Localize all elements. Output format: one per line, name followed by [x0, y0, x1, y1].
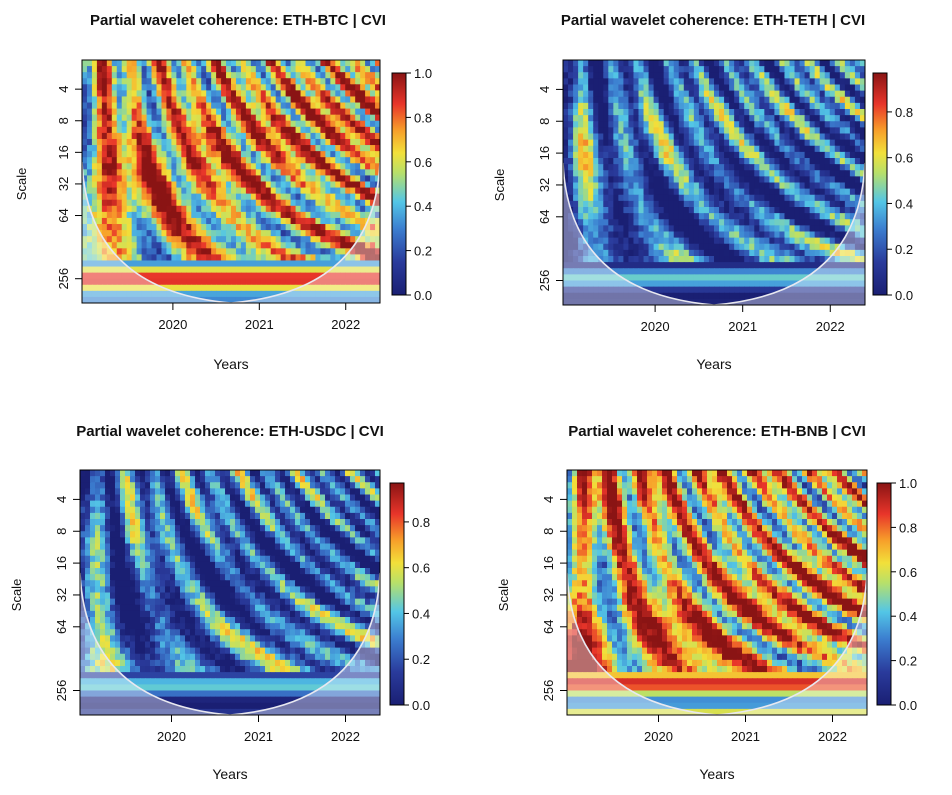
colorbar-tick-label: 0.6 [895, 151, 913, 166]
colorbar-tick-label: 0.0 [412, 698, 430, 713]
cone-of-influence-shade [80, 572, 380, 715]
y-tick-label: 64 [541, 620, 556, 634]
colorbar-tick-label: 0.2 [414, 244, 432, 259]
y-tick-label: 4 [54, 496, 69, 503]
colorbar-tick-label: 0.8 [412, 515, 430, 530]
x-tick-label: 2022 [331, 317, 360, 332]
y-axis-label: Scale [14, 168, 29, 201]
y-tick-label: 64 [537, 210, 552, 224]
y-axis-label: Scale [9, 579, 24, 612]
y-tick-label: 16 [537, 146, 552, 160]
x-tick-label: 2022 [331, 729, 360, 744]
coherence-heatmap [82, 60, 380, 303]
x-tick-label: 2020 [158, 317, 187, 332]
colorbar-tick-label: 1.0 [899, 476, 917, 491]
chart-title: Partial wavelet coherence: ETH-BTC | CVI [90, 12, 386, 29]
colorbar-tick-label: 0.0 [414, 288, 432, 303]
chart-panel-2: Partial wavelet coherence: ETH-TETH | CV… [492, 12, 913, 372]
y-tick-label: 32 [541, 588, 556, 602]
y-tick-label: 256 [56, 268, 71, 290]
colorbar [876, 482, 892, 706]
colorbar-tick-label: 0.6 [899, 565, 917, 580]
colorbar-tick-label: 0.4 [899, 609, 917, 624]
x-tick-label: 2021 [244, 729, 273, 744]
y-tick-label: 32 [54, 588, 69, 602]
y-tick-label: 64 [56, 208, 71, 222]
colorbar-tick-label: 0.8 [414, 110, 432, 125]
chart-panel-1: Partial wavelet coherence: ETH-BTC | CVI… [14, 12, 432, 372]
y-tick-label: 4 [537, 86, 552, 93]
x-tick-label: 2020 [644, 729, 673, 744]
chart-title: Partial wavelet coherence: ETH-TETH | CV… [561, 12, 865, 29]
x-tick-label: 2022 [818, 729, 847, 744]
cone-of-influence-line [567, 572, 867, 715]
colorbar-tick-label: 0.6 [412, 561, 430, 576]
y-tick-label: 8 [54, 528, 69, 535]
cone-of-influence-line [80, 572, 380, 715]
y-tick-label: 16 [541, 556, 556, 570]
coherence-heatmap [80, 470, 380, 715]
colorbar-tick-label: 0.4 [895, 196, 913, 211]
colorbar [391, 72, 407, 296]
colorbar-tick-label: 0.8 [895, 105, 913, 120]
x-axis-label: Years [212, 766, 247, 782]
y-tick-label: 256 [54, 680, 69, 702]
plot-frame [79, 469, 381, 716]
cone-of-influence-shade [567, 572, 867, 715]
colorbar-tick-label: 0.8 [899, 520, 917, 535]
y-tick-label: 4 [541, 496, 556, 503]
colorbar-tick-label: 0.6 [414, 155, 432, 170]
chart-panel-3: Partial wavelet coherence: ETH-USDC | CV… [9, 423, 430, 782]
x-tick-label: 2021 [245, 317, 274, 332]
colorbar [389, 482, 405, 706]
plot-frame [81, 59, 381, 304]
y-tick-label: 256 [541, 680, 556, 702]
colorbar-tick-label: 0.2 [895, 242, 913, 257]
x-axis-label: Years [699, 766, 734, 782]
chart-panel-4: Partial wavelet coherence: ETH-BNB | CVI… [496, 423, 917, 782]
y-tick-label: 16 [54, 556, 69, 570]
chart-title: Partial wavelet coherence: ETH-BNB | CVI [568, 423, 866, 440]
coherence-heatmap [563, 60, 865, 305]
chart-title: Partial wavelet coherence: ETH-USDC | CV… [76, 423, 384, 440]
colorbar-tick-label: 1.0 [414, 66, 432, 81]
cone-of-influence-shade [82, 162, 380, 303]
cone-of-influence-line [563, 162, 865, 305]
coherence-heatmap [567, 470, 867, 715]
y-tick-label: 32 [537, 178, 552, 192]
y-tick-label: 16 [56, 145, 71, 159]
y-tick-label: 64 [54, 620, 69, 634]
plot-frame [562, 59, 866, 306]
colorbar-tick-label: 0.4 [414, 199, 432, 214]
y-tick-label: 256 [537, 270, 552, 292]
colorbar-tick-label: 0.2 [412, 652, 430, 667]
x-axis-label: Years [213, 356, 248, 372]
colorbar-tick-label: 0.0 [899, 698, 917, 713]
y-tick-label: 8 [541, 528, 556, 535]
y-tick-label: 8 [537, 118, 552, 125]
y-axis-label: Scale [492, 169, 507, 202]
y-tick-label: 8 [56, 117, 71, 124]
colorbar-tick-label: 0.2 [899, 654, 917, 669]
y-axis-label: Scale [496, 579, 511, 612]
plot-frame [566, 469, 868, 716]
cone-of-influence-shade [563, 162, 865, 305]
x-tick-label: 2021 [728, 319, 757, 334]
x-tick-label: 2020 [157, 729, 186, 744]
colorbar-tick-label: 0.0 [895, 288, 913, 303]
x-tick-label: 2021 [731, 729, 760, 744]
colorbar-tick-label: 0.4 [412, 606, 430, 621]
x-axis-label: Years [696, 356, 731, 372]
y-tick-label: 4 [56, 86, 71, 93]
cone-of-influence-line [82, 162, 380, 303]
x-tick-label: 2022 [816, 319, 845, 334]
x-tick-label: 2020 [641, 319, 670, 334]
colorbar [872, 72, 888, 296]
y-tick-label: 32 [56, 177, 71, 191]
